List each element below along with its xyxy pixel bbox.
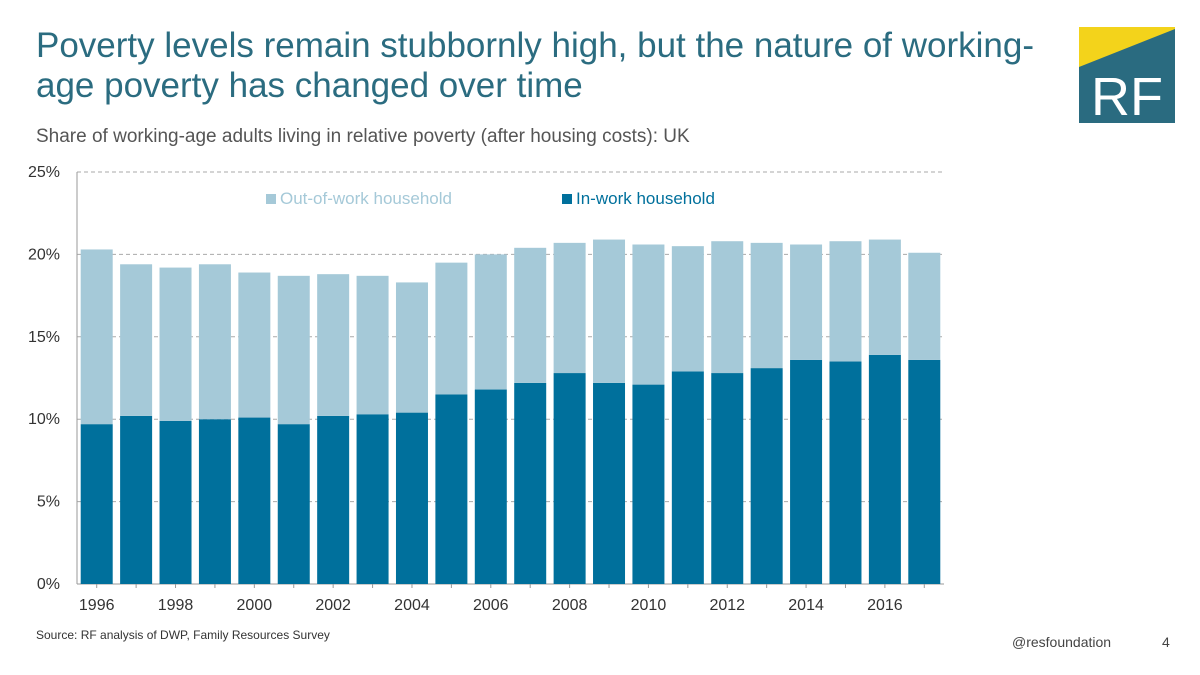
source-note: Source: RF analysis of DWP, Family Resou… [36,628,330,642]
page-title: Poverty levels remain stubbornly high, b… [36,26,1035,105]
legend-label: In-work household [576,189,715,208]
bar-out-of-work [868,239,901,355]
y-tick-label: 20% [28,246,60,263]
x-tick-label: 2002 [315,597,351,614]
bar-out-of-work [474,254,507,390]
bar-in-work [198,419,231,584]
bar-out-of-work [790,244,823,360]
bar-out-of-work [553,242,586,374]
bar-in-work [395,412,428,584]
twitter-handle[interactable]: @resfoundation [1012,634,1112,650]
bar-out-of-work [435,262,468,395]
bar-in-work [553,373,586,584]
bar-in-work [238,417,271,584]
bar-out-of-work [159,267,192,421]
bar-in-work [317,415,350,584]
bar-in-work [277,424,310,584]
bar-out-of-work [750,242,783,369]
y-tick-label: 10% [28,411,60,428]
x-tick-label: 2008 [552,597,588,614]
bar-in-work [593,382,626,584]
bar-out-of-work [593,239,626,383]
bar-out-of-work [198,264,231,420]
bar-out-of-work [80,249,113,425]
y-tick-label: 0% [37,576,60,593]
x-tick-label: 1996 [79,597,115,614]
bar-in-work [514,382,547,584]
x-tick-label: 2000 [237,597,273,614]
x-tick-label: 2010 [631,597,667,614]
bar-in-work [632,384,665,584]
bar-in-work [829,361,862,584]
chart-subtitle: Share of working-age adults living in re… [36,126,690,147]
bar-in-work [711,373,744,584]
bar-in-work [80,424,113,584]
bar-out-of-work [671,246,704,372]
bar-in-work [790,359,823,584]
bar-in-work [908,359,941,584]
y-tick-label: 25% [28,164,60,181]
bar-out-of-work [514,247,547,383]
legend-swatch [266,194,276,204]
x-tick-label: 2016 [867,597,903,614]
y-tick-label: 15% [28,329,60,346]
rf-logo: RF [1079,27,1175,123]
bar-out-of-work [277,275,310,425]
bar-out-of-work [356,275,389,415]
rf-logo-icon: RF [1079,27,1175,123]
bar-out-of-work [829,241,862,362]
bar-in-work [868,354,901,584]
bar-out-of-work [317,274,350,416]
x-tick-label: 2006 [473,597,509,614]
bar-in-work [120,415,153,584]
legend-swatch [562,194,572,204]
bar-out-of-work [238,272,271,418]
x-tick-label: 2014 [788,597,824,614]
bar-out-of-work [395,282,428,413]
x-tick-label: 2012 [709,597,745,614]
bar-in-work [356,414,389,584]
y-tick-label: 5% [37,494,60,511]
logo-text: RF [1091,67,1163,123]
bar-out-of-work [711,241,744,374]
x-tick-label: 1998 [158,597,194,614]
bar-in-work [474,389,507,584]
bar-in-work [435,394,468,584]
bar-in-work [671,371,704,584]
bar-in-work [159,420,192,584]
bar-out-of-work [632,244,665,385]
x-tick-label: 2004 [394,597,430,614]
bar-out-of-work [120,264,153,416]
bar-in-work [750,368,783,584]
legend-label: Out-of-work household [280,189,452,208]
bar-out-of-work [908,252,941,360]
page-number: 4 [1162,634,1170,650]
